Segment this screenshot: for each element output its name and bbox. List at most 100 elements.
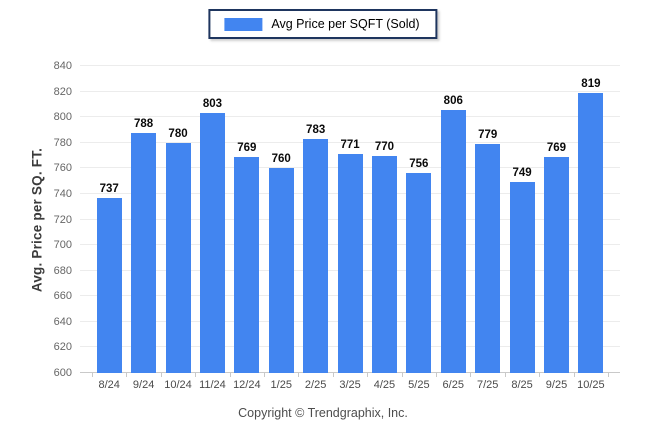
bar-group: 760 1/25 <box>264 66 298 391</box>
legend-swatch <box>224 17 263 31</box>
x-tick-label: 2/25 <box>304 379 327 391</box>
bar-group: 771 3/25 <box>333 66 367 391</box>
y-tick-label: 700 <box>53 239 72 252</box>
legend: Avg Price per SQFT (Sold) <box>208 9 438 39</box>
copyright-text: Copyright © Trendgraphix, Inc. <box>238 406 408 420</box>
bar-value-label: 737 <box>99 182 119 195</box>
y-tick-label: 680 <box>53 264 72 277</box>
bar-value-label: 788 <box>134 117 154 130</box>
bar-group: 819 10/25 <box>574 66 608 391</box>
bar-value-label: 779 <box>478 129 498 142</box>
x-axis-tick <box>470 373 472 377</box>
x-axis-tick <box>160 373 162 377</box>
bar-group: 756 5/25 <box>402 66 436 391</box>
x-tick-label: 6/25 <box>442 379 464 391</box>
x-axis-tick <box>298 373 300 377</box>
gridline <box>80 90 620 92</box>
bar-group: 769 9/25 <box>539 66 573 391</box>
x-axis-tick <box>608 373 609 377</box>
bar-group: 780 10/24 <box>161 66 195 391</box>
x-tick-label: 7/25 <box>476 379 499 391</box>
bar-value-label: 783 <box>306 123 326 136</box>
x-axis-tick <box>436 373 437 377</box>
plot-area: 600 620 640 660 680 700 720 740 760 780 800 820 840 7… <box>54 60 620 391</box>
x-tick-label: 3/25 <box>339 379 361 391</box>
y-tick-label: 660 <box>53 290 72 303</box>
x-axis-tick <box>92 373 93 377</box>
y-tick-label: 640 <box>53 315 72 328</box>
x-tick-label: 11/24 <box>199 379 226 391</box>
bar[interactable] <box>96 197 122 373</box>
bar[interactable] <box>234 156 260 373</box>
y-tick-label: 800 <box>53 111 72 124</box>
x-tick-label: 12/24 <box>233 379 261 391</box>
bar-value-label: 769 <box>546 141 567 154</box>
bar-value-label: 803 <box>202 98 223 111</box>
bar-group: 779 7/25 <box>470 66 504 391</box>
x-tick-label: 10/25 <box>577 379 605 391</box>
bar-value-label: 770 <box>374 140 395 153</box>
bar[interactable] <box>509 182 535 373</box>
y-tick-label: 780 <box>53 136 72 149</box>
bar-group: 769 12/24 <box>230 66 264 391</box>
bar-value-label: 819 <box>581 77 601 90</box>
x-tick-label: 4/25 <box>373 379 396 391</box>
y-tick-label: 600 <box>53 367 72 379</box>
y-tick-label: 840 <box>53 60 72 72</box>
x-tick-label: 9/24 <box>132 379 155 391</box>
bar[interactable] <box>406 173 432 373</box>
bar[interactable] <box>199 113 225 373</box>
x-tick-label: 5/25 <box>408 379 430 391</box>
bar-value-label: 749 <box>512 167 532 180</box>
bar-group: 770 4/25 <box>367 66 401 391</box>
bar-group: 788 9/24 <box>126 66 160 391</box>
gridline <box>80 116 620 118</box>
x-axis-tick <box>126 373 128 377</box>
x-tick-label: 9/25 <box>545 379 568 391</box>
bar-value-label: 760 <box>271 153 291 166</box>
bar[interactable] <box>165 142 191 373</box>
y-tick-label: 740 <box>53 187 72 200</box>
x-tick-label: 8/24 <box>98 379 120 391</box>
bar-group: 749 8/25 <box>505 66 539 391</box>
y-tick-label: 820 <box>53 85 72 98</box>
y-tick-label: 720 <box>53 213 72 226</box>
x-axis-tick <box>573 373 575 377</box>
x-axis-tick <box>367 373 369 377</box>
bar[interactable] <box>303 138 329 373</box>
bar[interactable] <box>543 156 569 373</box>
bar[interactable] <box>131 132 157 373</box>
bar[interactable] <box>337 154 363 373</box>
bar-value-label: 769 <box>237 141 257 154</box>
x-axis-tick <box>195 373 197 377</box>
bar-group: 737 8/24 <box>92 66 126 391</box>
y-tick-label: 620 <box>53 341 72 354</box>
bar-value-label: 780 <box>168 127 188 140</box>
legend-label: Avg Price per SQFT (Sold) <box>271 17 420 31</box>
bar-group: 806 6/25 <box>436 66 470 391</box>
bar-value-label: 756 <box>409 158 429 171</box>
gridline <box>80 65 620 66</box>
x-tick-label: 1/25 <box>270 379 292 391</box>
gridline <box>80 141 620 143</box>
x-axis-tick <box>264 373 265 377</box>
bar-value-label: 806 <box>443 94 463 107</box>
bar[interactable] <box>578 92 604 373</box>
x-axis-tick <box>504 373 506 377</box>
bar[interactable] <box>440 109 466 373</box>
y-tick-label: 760 <box>53 162 72 175</box>
x-tick-label: 8/25 <box>511 379 533 391</box>
x-axis-tick <box>332 373 334 377</box>
bar-group: 803 11/24 <box>195 66 229 391</box>
bar-value-label: 771 <box>340 139 360 152</box>
x-axis-tick <box>229 373 231 377</box>
x-axis-tick <box>539 373 541 377</box>
bar[interactable] <box>475 144 501 373</box>
x-axis-tick <box>401 373 403 377</box>
bar-group: 783 2/25 <box>298 66 332 391</box>
x-tick-label: 10/24 <box>164 379 192 391</box>
bar[interactable] <box>371 155 397 373</box>
bars-container: 737 8/24 788 9/24 780 10/24 803 11/24 769 12/24 76… <box>80 66 620 391</box>
bar[interactable] <box>268 168 294 373</box>
